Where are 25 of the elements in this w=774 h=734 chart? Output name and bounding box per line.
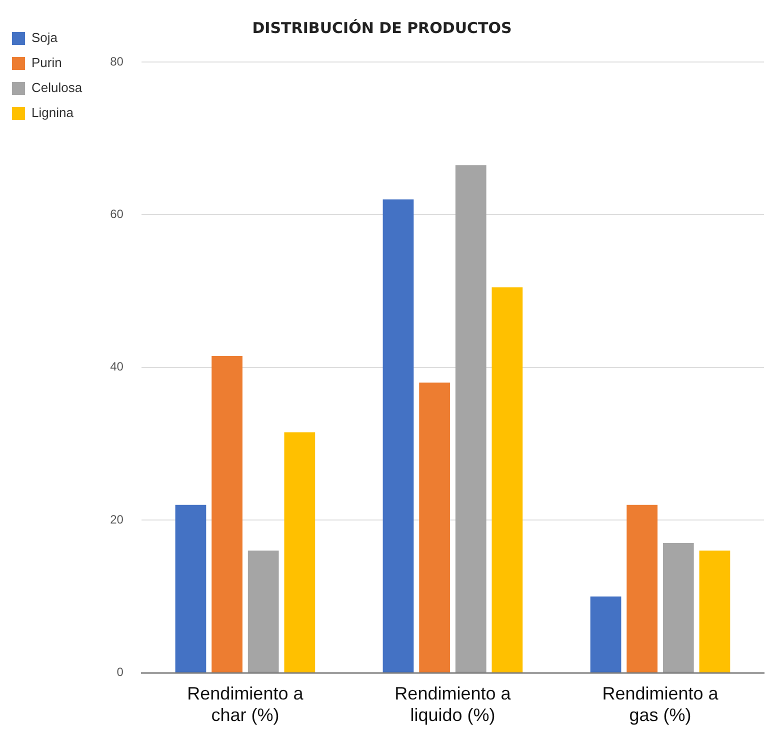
y-tick-label: 0 bbox=[116, 665, 124, 680]
bar bbox=[626, 504, 658, 672]
legend-label: Purin bbox=[32, 55, 62, 70]
bar bbox=[492, 287, 523, 672]
y-tick-label: 20 bbox=[110, 512, 124, 526]
bar bbox=[175, 504, 206, 672]
legend-label: Celulosa bbox=[32, 80, 83, 96]
bar bbox=[382, 199, 414, 672]
x-tick-label: Rendimiento a gas (%) bbox=[602, 684, 720, 726]
y-tick-label: 80 bbox=[110, 54, 124, 68]
bar bbox=[248, 550, 279, 672]
bar bbox=[590, 596, 622, 672]
bar bbox=[419, 382, 450, 672]
bar bbox=[699, 550, 730, 672]
x-tick-label: Rendimiento a liquido (%) bbox=[394, 684, 512, 726]
bar bbox=[284, 432, 316, 672]
y-tick-label: 40 bbox=[110, 360, 124, 374]
x-tick-label: Rendimiento a char (%) bbox=[187, 684, 304, 726]
bar bbox=[455, 165, 486, 672]
chart-title: DISTRIBUCIÓN DE PRODUCTOS bbox=[252, 18, 512, 37]
bar bbox=[212, 356, 242, 672]
bar bbox=[662, 543, 694, 672]
legend-label: Lignina bbox=[32, 105, 74, 120]
y-tick-label: 60 bbox=[110, 207, 124, 222]
legend-label: Soja bbox=[32, 30, 58, 46]
